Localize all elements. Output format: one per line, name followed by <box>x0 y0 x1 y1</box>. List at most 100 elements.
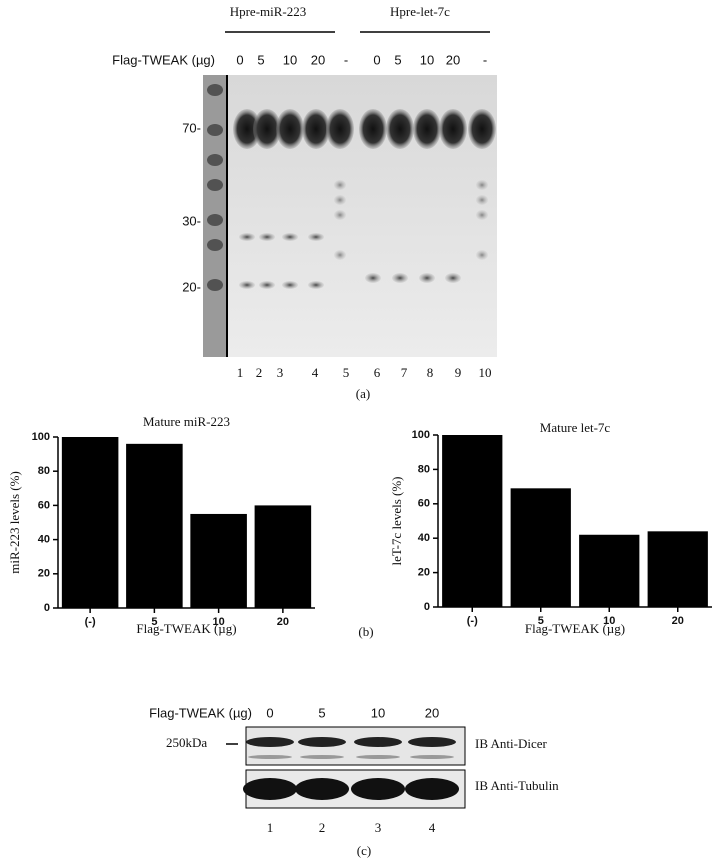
lane-number: 2 <box>319 820 326 835</box>
chart-title: Mature let-7c <box>540 420 611 435</box>
dose: 20 <box>446 52 460 67</box>
band <box>334 250 346 260</box>
dose: 10 <box>420 52 434 67</box>
group-label: Hpre-miR-223 <box>230 4 307 19</box>
x-tick-label: (-) <box>85 616 96 628</box>
bar <box>190 513 247 608</box>
dose: 0 <box>236 52 243 67</box>
dose: 10 <box>371 705 385 720</box>
band <box>476 210 488 220</box>
lane-number: 8 <box>427 365 434 380</box>
dose: 20 <box>311 52 325 67</box>
band <box>248 755 292 759</box>
dose: 10 <box>283 52 297 67</box>
x-tick-label: 20 <box>277 616 289 628</box>
y-tick-label: 100 <box>32 431 50 443</box>
band <box>239 281 255 289</box>
blot-label: IB Anti-Dicer <box>475 736 548 751</box>
band <box>468 109 496 149</box>
band <box>308 281 324 289</box>
dose: 20 <box>425 705 439 720</box>
group-label: Hpre-let-7c <box>390 4 450 19</box>
band <box>207 214 223 226</box>
y-axis-label: leT-7c levels (%) <box>389 476 404 565</box>
band <box>392 273 408 283</box>
band <box>354 737 402 747</box>
lane-number: 3 <box>277 365 284 380</box>
gel-bands <box>207 84 496 291</box>
y-axis-label: miR-223 levels (%) <box>7 471 22 574</box>
x-tick-label: 20 <box>672 615 684 627</box>
band <box>259 281 275 289</box>
lane-number: 3 <box>375 820 382 835</box>
dose: 0 <box>266 705 273 720</box>
band <box>233 109 261 149</box>
y-tick-label: 0 <box>44 602 50 614</box>
band <box>408 737 456 747</box>
band <box>207 179 223 191</box>
dose: 5 <box>318 705 325 720</box>
panel-label: (b) <box>358 624 373 639</box>
dose: - <box>483 52 487 67</box>
band <box>282 281 298 289</box>
dose-label: Flag-TWEAK (µg) <box>149 705 252 720</box>
x-tick-label: 10 <box>603 615 615 627</box>
band <box>276 109 304 149</box>
panel-label: (a) <box>356 386 370 401</box>
lane-number: 10 <box>479 365 492 380</box>
band <box>243 778 297 800</box>
band <box>439 109 467 149</box>
x-tick-label: 5 <box>538 615 544 627</box>
y-tick-label: 20 <box>418 567 430 579</box>
x-tick-label: (-) <box>467 615 478 627</box>
size-marker: 70- <box>182 120 201 135</box>
size-marker: 250kDa <box>166 735 207 750</box>
lane-number: 2 <box>256 365 263 380</box>
band <box>419 273 435 283</box>
x-axis-label: Flag-TWEAK (µg) <box>136 621 236 636</box>
band <box>326 109 354 149</box>
band <box>476 180 488 190</box>
bar <box>254 505 312 608</box>
lane-number: 7 <box>401 365 408 380</box>
y-tick-label: 100 <box>412 429 430 441</box>
bar <box>510 488 571 607</box>
band <box>239 233 255 241</box>
band <box>207 124 223 136</box>
band <box>351 778 405 800</box>
blot-label: IB Anti-Tubulin <box>475 778 559 793</box>
band <box>476 250 488 260</box>
band <box>282 233 298 241</box>
band <box>295 778 349 800</box>
bar <box>442 435 503 607</box>
dose: 5 <box>394 52 401 67</box>
band <box>207 154 223 166</box>
band <box>356 755 400 759</box>
band <box>410 755 454 759</box>
band <box>359 109 387 149</box>
band <box>308 233 324 241</box>
dose: 5 <box>257 52 264 67</box>
band <box>259 233 275 241</box>
band <box>246 737 294 747</box>
band <box>365 273 381 283</box>
y-tick-label: 0 <box>424 601 430 613</box>
band <box>207 239 223 251</box>
band <box>405 778 459 800</box>
band <box>413 109 441 149</box>
bar <box>579 534 640 607</box>
band <box>298 737 346 747</box>
y-tick-label: 80 <box>38 465 50 477</box>
band <box>300 755 344 759</box>
y-tick-label: 60 <box>38 499 50 511</box>
band <box>207 279 223 291</box>
x-tick-label: 10 <box>213 616 225 628</box>
size-marker: 20- <box>182 279 201 294</box>
y-tick-label: 80 <box>418 463 430 475</box>
dose: 0 <box>373 52 380 67</box>
band <box>334 195 346 205</box>
lane-number: 4 <box>312 365 319 380</box>
band <box>207 84 223 96</box>
band <box>302 109 330 149</box>
